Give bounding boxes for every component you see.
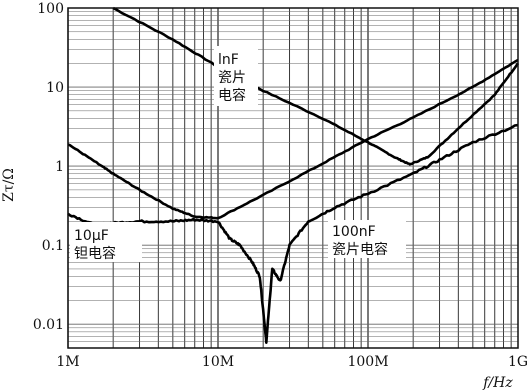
annotation-100nf-line1: 100nF [332,224,376,240]
x-tick-label: 10M [202,354,234,370]
annotation-100nf-bg [328,220,406,258]
y-tick-label: 1 [55,159,64,175]
tick-labels: 1M 10M 100M 1G 100 10 1 0.1 0.01 [33,1,528,370]
annotation-10uf-line1: 10μF [74,228,109,244]
annotation-10uf-bg [70,222,142,262]
annotation-1nf-bg [214,46,258,106]
annotation-100nf-line2: 瓷片电容 [332,241,388,258]
series-line-100nF-ceramic [67,123,519,344]
y-tick-label: 10 [46,80,64,96]
x-tick-label: 100M [347,354,388,370]
annotation-10uf-line2: 钽电容 [74,245,116,262]
y-tick-label: 100 [37,1,64,17]
series-line-1nF-ceramic [112,6,520,166]
y-axis-label: Zτ/Ω [1,168,17,202]
annotation-1nf-line3: 电容 [218,87,246,104]
grid [67,8,518,349]
x-tick-label: 1M [56,354,79,370]
series-layer [67,6,520,344]
y-tick-label: 0.1 [42,238,64,254]
x-tick-label: 1G [508,354,528,370]
plot-frame [67,7,519,349]
x-axis-label: f/Hz [482,375,513,391]
y-tick-label: 0.01 [33,317,64,333]
annotation-1nf-line1: lnF [218,52,239,68]
annotation-1nf-line2: 瓷片 [218,70,246,86]
series-line-10uF-tantalum [67,58,519,220]
